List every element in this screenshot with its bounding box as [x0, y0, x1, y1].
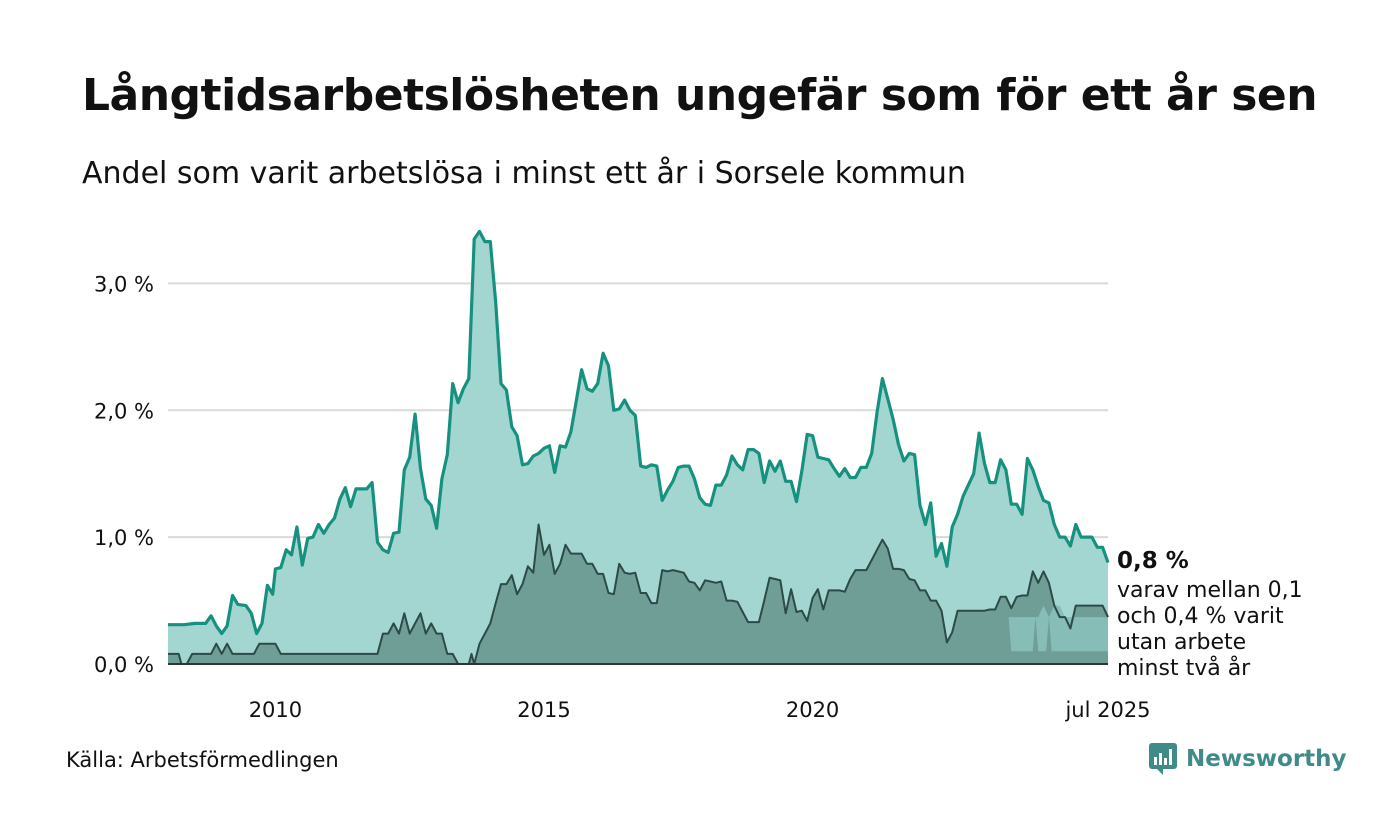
series-main-line: [168, 229, 1110, 636]
series-sub-line: [168, 523, 1109, 665]
end-annotation: 0,8 % varav mellan 0,1 och 0,4 % varit u…: [1117, 548, 1303, 681]
brand-logo[interactable]: Newsworthy: [1148, 742, 1347, 776]
y-tick-label-3: 3,0 %: [94, 272, 154, 296]
annotation-line-3: utan arbete: [1117, 630, 1246, 655]
brand-name: Newsworthy: [1186, 746, 1347, 772]
source-note: Källa: Arbetsförmedlingen: [66, 748, 339, 772]
chart-title: Långtidsarbetslösheten ungefär som för e…: [82, 70, 1318, 121]
x-tick-label-2: 2020: [786, 698, 839, 722]
x-tick-label-3: jul 2025: [1064, 698, 1150, 722]
area-layer: [168, 229, 1110, 665]
axis-layer: 0,0 % 1,0 % 2,0 % 3,0 % 2010 2015 2020 jul 2025: [94, 272, 1151, 722]
annotation-line-2: och 0,4 % varit: [1117, 604, 1284, 629]
annotation-line-4: minst två år: [1117, 655, 1251, 681]
annotation-line-1: varav mellan 0,1: [1117, 578, 1303, 603]
newsworthy-logo-icon: [1149, 743, 1177, 775]
y-tick-label-0: 0,0 %: [94, 653, 154, 677]
y-tick-label-1: 1,0 %: [94, 526, 154, 550]
y-tick-label-2: 2,0 %: [94, 399, 154, 423]
x-tick-label-0: 2010: [249, 698, 302, 722]
annotation-value: 0,8 %: [1117, 548, 1189, 574]
x-tick-label-1: 2015: [517, 698, 570, 722]
chart-subtitle: Andel som varit arbetslösa i minst ett å…: [82, 156, 966, 191]
series-band-area: [1000, 605, 1108, 652]
